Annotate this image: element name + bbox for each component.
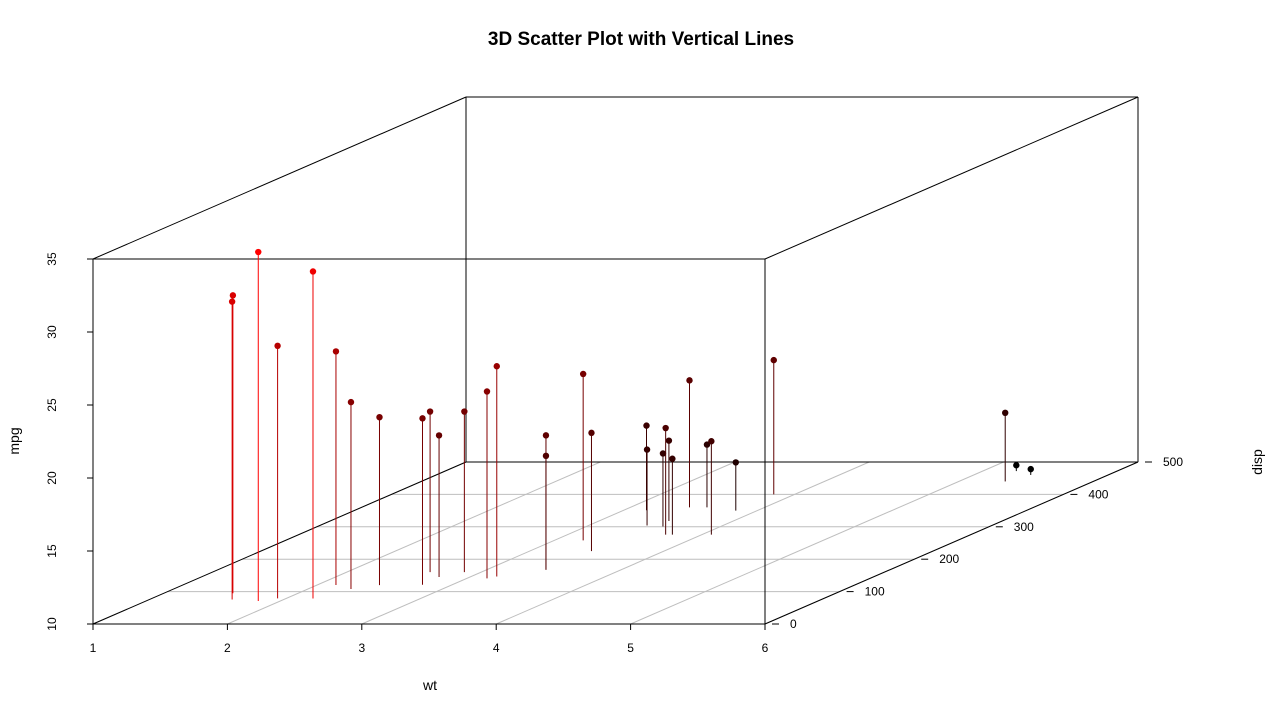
data-point [493,363,500,370]
box-edge [92,461,467,625]
data-point [435,432,443,439]
data-point [542,452,550,460]
x-tick-label: 3 [358,641,365,655]
data-point [669,455,676,462]
data-point [579,370,587,378]
data-point [703,441,711,448]
data-point [461,408,468,415]
data-point [332,348,340,355]
grid-line-wt [496,461,870,625]
data-point [376,413,383,421]
y-axis-label: disp [1249,449,1265,475]
data-point [770,356,777,364]
z-tick-label: 35 [45,252,59,266]
grid-line-wt [361,461,735,625]
x-axis-label: wt [422,677,437,693]
data-point [643,422,650,429]
y-tick-label: 400 [1088,487,1108,501]
grid-line-wt [227,461,601,625]
y-tick-label: 200 [939,552,959,566]
y-tick-label: 300 [1014,520,1034,534]
grid-line-wt [630,461,1004,625]
data-point [229,292,237,299]
data-point [708,438,715,445]
box-edge [764,96,1139,260]
data-point [1013,462,1020,469]
z-tick-label: 25 [45,398,59,412]
data-point [542,432,550,439]
data-point [732,459,739,466]
data-point [662,424,669,432]
data-layer [228,248,1034,601]
z-axis-label: mpg [6,427,22,454]
y-tick-label: 500 [1163,455,1183,469]
x-tick-label: 4 [493,641,500,655]
chart-title: 3D Scatter Plot with Vertical Lines [488,29,794,50]
data-point [659,450,667,457]
y-tick-label: 100 [865,585,885,599]
data-point [1002,409,1009,417]
box-edge [92,96,467,260]
data-point [665,437,673,444]
data-point [686,377,693,384]
data-point [643,446,651,453]
data-point [1027,465,1034,473]
z-tick-label: 10 [45,617,59,631]
grid-layer [92,461,1139,625]
x-tick-label: 2 [224,641,231,655]
data-point [228,298,236,305]
x-tick-label: 6 [762,641,769,655]
x-tick-label: 1 [90,641,97,655]
axis-ticks: 1 2 3 4 5 6 10 15 20 25 30 35 0 100 200 300 400 500 [45,252,1183,655]
box-edge [764,461,1139,625]
data-point [347,398,355,406]
y-tick-label: 0 [790,617,797,631]
z-tick-label: 30 [45,325,59,339]
x-tick-label: 5 [627,641,634,655]
data-point [255,248,262,256]
z-tick-label: 20 [45,471,59,485]
data-point [426,408,434,415]
z-tick-label: 15 [45,544,59,558]
data-point [588,429,595,437]
data-point [309,268,317,275]
data-point [274,342,281,350]
box-frame [92,96,1139,625]
data-point [483,388,491,395]
data-point [419,415,426,422]
